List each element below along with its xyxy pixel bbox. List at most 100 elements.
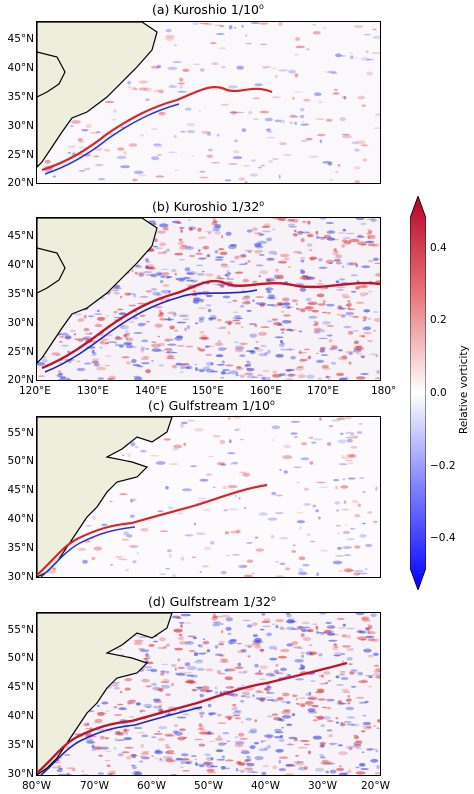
eddy-mark (174, 647, 184, 651)
eddy-mark (351, 499, 359, 504)
eddy-mark (207, 232, 212, 234)
eddy-mark (203, 546, 211, 551)
eddy-mark (254, 249, 262, 254)
eddy-mark (325, 762, 336, 765)
eddy-mark (179, 77, 184, 82)
eddy-mark (162, 678, 170, 682)
eddy-mark (113, 714, 123, 716)
eddy-mark (271, 439, 275, 441)
eddy-mark (353, 25, 364, 28)
eddy-mark (125, 337, 129, 340)
eddy-mark (259, 665, 269, 670)
eddy-mark (216, 275, 221, 279)
eddy-mark (187, 325, 190, 330)
eddy-mark (69, 329, 76, 333)
eddy-mark (258, 748, 267, 752)
eddy-mark (165, 37, 174, 41)
eddy-mark (173, 444, 183, 449)
eddy-mark (182, 68, 190, 72)
eddy-mark (255, 302, 259, 305)
eddy-mark (363, 648, 372, 653)
eddy-mark (145, 655, 151, 659)
eddy-mark (99, 735, 105, 740)
eddy-mark (115, 335, 121, 339)
eddy-mark (255, 341, 259, 343)
eddy-mark (266, 296, 275, 300)
eddy-mark (348, 663, 353, 665)
eddy-mark (273, 669, 280, 674)
eddy-mark (235, 427, 241, 432)
eddy-mark (182, 713, 189, 716)
eddy-mark (131, 358, 137, 364)
eddy-mark (331, 625, 334, 628)
eddy-mark (90, 749, 97, 752)
eddy-mark (296, 231, 304, 234)
eddy-mark (179, 241, 184, 243)
eddy-mark (233, 150, 240, 154)
eddy-mark (281, 701, 287, 703)
eddy-mark (346, 647, 355, 652)
eddy-mark (305, 137, 313, 141)
panel-a-title: (a) Kuroshio 1/10o (152, 2, 264, 18)
eddy-mark (318, 258, 323, 262)
eddy-mark (125, 361, 132, 365)
eddy-mark (229, 243, 237, 247)
eddy-mark (124, 333, 130, 337)
lon-tick-label: 160°E (250, 385, 282, 397)
eddy-mark (220, 614, 230, 618)
eddy-mark (156, 293, 162, 297)
eddy-mark (133, 771, 143, 775)
eddy-mark (274, 648, 278, 651)
eddy-mark (86, 721, 90, 726)
eddy-mark (255, 548, 265, 552)
eddy-mark (357, 572, 368, 575)
eddy-mark (304, 701, 314, 705)
eddy-mark (254, 644, 262, 649)
eddy-mark (337, 232, 347, 234)
eddy-mark (119, 493, 128, 496)
eddy-mark (346, 716, 356, 719)
eddy-mark (114, 342, 117, 347)
eddy-mark (259, 270, 269, 275)
eddy-mark (154, 757, 158, 759)
eddy-mark (292, 96, 295, 100)
eddy-mark (254, 324, 258, 328)
eddy-mark (299, 257, 306, 259)
eddy-mark (206, 154, 213, 159)
eddy-mark (348, 330, 354, 335)
eddy-mark (260, 740, 267, 742)
eddy-mark (333, 478, 340, 482)
eddy-mark (146, 706, 151, 708)
eddy-mark (223, 509, 229, 512)
eddy-mark (150, 288, 157, 291)
eddy-mark (365, 675, 375, 677)
eddy-mark (361, 679, 368, 683)
eddy-mark (261, 66, 272, 68)
eddy-mark (139, 710, 143, 713)
eddy-mark (106, 764, 111, 768)
eddy-mark (151, 156, 160, 161)
eddy-mark (254, 347, 259, 350)
eddy-mark (180, 365, 186, 370)
eddy-mark (232, 417, 242, 419)
eddy-mark (333, 256, 342, 259)
eddy-mark (107, 379, 113, 380)
eddy-mark (325, 222, 334, 224)
eddy-mark (212, 218, 216, 222)
eddy-mark (252, 280, 258, 284)
eddy-mark (83, 314, 87, 319)
eddy-mark (151, 341, 157, 343)
eddy-mark (360, 244, 366, 246)
eddy-mark (370, 218, 377, 222)
eddy-mark (133, 376, 143, 380)
gulfstream-32-field (37, 613, 380, 775)
eddy-mark (222, 295, 231, 299)
eddy-mark (177, 637, 184, 640)
eddy-mark (89, 331, 92, 335)
eddy-mark (373, 311, 379, 313)
eddy-mark (140, 348, 145, 353)
eddy-mark (346, 262, 353, 266)
eddy-mark (217, 722, 227, 724)
eddy-mark (355, 771, 366, 775)
eddy-mark (184, 680, 195, 684)
